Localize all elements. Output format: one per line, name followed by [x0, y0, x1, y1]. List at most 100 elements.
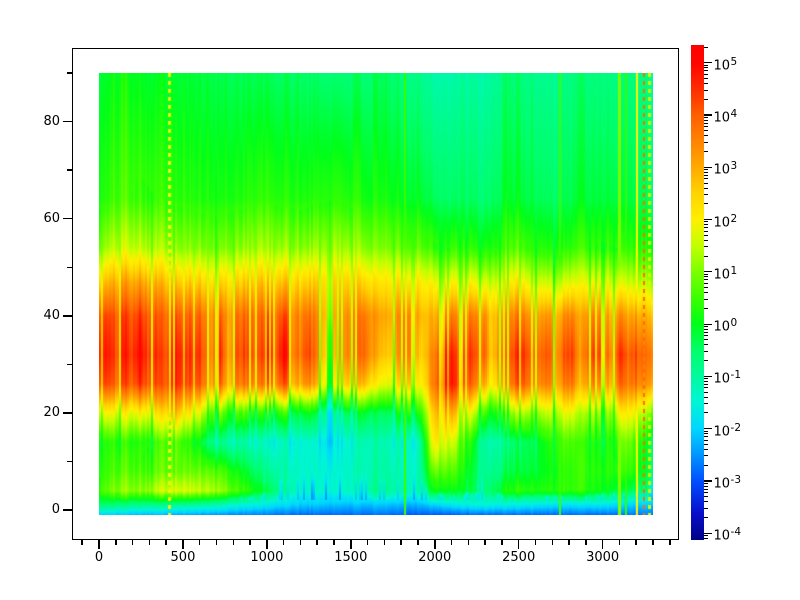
colorbar-minor-tick [704, 273, 708, 275]
colorbar-minor-tick [704, 380, 708, 382]
colorbar-minor-tick [704, 537, 708, 539]
colorbar-minor-tick [704, 78, 708, 79]
x-minor-tick [316, 539, 318, 545]
colorbar-minor-tick [704, 339, 708, 341]
colorbar-tick-label: 10-3 [713, 473, 742, 492]
colorbar-tick-label: 102 [713, 212, 738, 230]
colorbar-major-tick [704, 532, 712, 534]
colorbar-tick-label: 101 [713, 264, 738, 283]
colorbar-gradient [691, 45, 704, 540]
x-minor-tick [165, 539, 167, 545]
colorbar-minor-tick [704, 246, 708, 248]
x-minor-tick [198, 539, 201, 545]
x-minor-tick [635, 539, 637, 545]
colorbar-minor-tick [704, 141, 708, 143]
x-minor-tick [249, 539, 251, 545]
colorbar-minor-tick [704, 443, 708, 445]
colorbar-minor-tick [704, 64, 708, 66]
colorbar-minor-tick [704, 221, 708, 223]
colorbar-minor-tick [704, 171, 708, 173]
colorbar-major-tick [704, 62, 712, 64]
colorbar-major-tick [704, 218, 712, 221]
colorbar-minor-tick [704, 464, 708, 466]
y-minor-tick [66, 72, 72, 74]
colorbar-minor-tick [704, 67, 708, 69]
x-minor-tick [81, 539, 83, 545]
x-minor-tick [282, 539, 285, 545]
colorbar-minor-tick [704, 234, 708, 236]
x-tick-label: 500 [170, 550, 196, 565]
x-minor-tick [333, 539, 335, 545]
y-major-tick [62, 412, 72, 414]
colorbar-minor-tick [704, 455, 708, 457]
x-minor-tick [417, 539, 419, 545]
x-tick-label: 1000 [250, 550, 284, 565]
colorbar-minor-tick [704, 448, 708, 450]
y-major-tick [62, 509, 72, 511]
x-minor-tick [501, 539, 503, 545]
colorbar-minor-tick [704, 326, 708, 327]
x-major-tick [601, 539, 604, 549]
colorbar-tick-label: 10-2 [713, 421, 742, 439]
colorbar-major-tick [704, 271, 712, 273]
colorbar-minor-tick [704, 378, 708, 380]
colorbar-minor-tick [704, 496, 708, 498]
x-tick-label: 2000 [418, 550, 452, 565]
x-major-tick [350, 539, 352, 549]
x-minor-tick [669, 539, 671, 545]
y-tick-label: 40 [43, 307, 60, 323]
colorbar-minor-tick [704, 516, 708, 518]
colorbar-minor-tick [704, 501, 708, 503]
x-tick-label: 0 [94, 550, 104, 565]
colorbar-major-tick [704, 323, 712, 325]
x-major-tick [266, 539, 268, 549]
colorbar-minor-tick [704, 174, 708, 176]
colorbar-minor-tick [704, 119, 708, 121]
x-tick-label: 2500 [502, 550, 536, 565]
x-minor-tick [400, 539, 402, 545]
colorbar-major-tick [704, 114, 712, 116]
x-major-tick [98, 539, 100, 549]
y-tick-label: 80 [43, 113, 60, 129]
colorbar-minor-tick [704, 276, 708, 278]
x-major-tick [517, 539, 520, 549]
colorbar-minor-tick [704, 433, 708, 435]
y-minor-tick [66, 363, 72, 366]
colorbar-minor-tick [704, 383, 708, 385]
colorbar-minor-tick [704, 507, 708, 509]
colorbar-minor-tick [704, 436, 708, 438]
y-major-tick [62, 315, 72, 317]
x-minor-tick [215, 539, 218, 545]
x-minor-tick [585, 539, 587, 545]
x-minor-tick [299, 539, 302, 545]
colorbar-minor-tick [704, 439, 708, 441]
colorbar-minor-tick [704, 130, 708, 132]
colorbar-minor-tick [704, 126, 708, 128]
y-major-tick [62, 217, 72, 220]
x-minor-tick [618, 539, 621, 545]
colorbar-minor-tick [704, 360, 708, 362]
x-minor-tick [450, 539, 453, 545]
x-minor-tick [534, 539, 537, 545]
colorbar-minor-tick [704, 239, 708, 241]
colorbar-minor-tick [704, 482, 708, 484]
colorbar-minor-tick [704, 116, 708, 118]
colorbar-minor-tick [704, 287, 708, 289]
colorbar-minor-tick [704, 307, 708, 309]
colorbar-tick-label: 104 [713, 108, 738, 126]
x-minor-tick [568, 539, 570, 545]
colorbar-minor-tick [704, 70, 708, 72]
colorbar-minor-tick [704, 412, 708, 414]
colorbar-minor-tick [704, 255, 708, 257]
colorbar-minor-tick [704, 535, 708, 537]
colorbar-minor-tick [704, 492, 708, 494]
colorbar-minor-tick [704, 194, 708, 196]
colorbar-minor-tick [704, 488, 708, 490]
x-tick-label: 3000 [586, 550, 620, 565]
colorbar-tick-label: 100 [713, 317, 738, 335]
heatmap-image [99, 73, 653, 515]
y-major-tick [62, 120, 72, 123]
colorbar-minor-tick [704, 396, 708, 398]
y-minor-tick [66, 460, 72, 463]
colorbar-minor-tick [704, 98, 708, 100]
